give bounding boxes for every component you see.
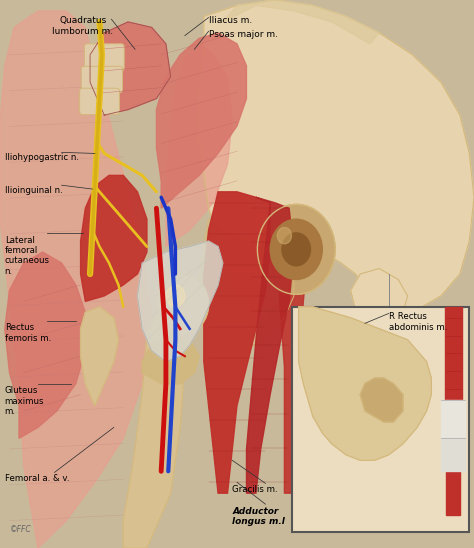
Text: ©FFC: ©FFC (9, 524, 31, 534)
Text: Femoral a. & v.: Femoral a. & v. (5, 474, 69, 483)
Polygon shape (142, 334, 199, 384)
Text: R Rectus
abdominis m.: R Rectus abdominis m. (389, 312, 447, 332)
Circle shape (156, 274, 209, 334)
Polygon shape (351, 269, 408, 315)
Text: Lateral
femoral
cutaneous
n.: Lateral femoral cutaneous n. (5, 236, 50, 276)
Polygon shape (156, 33, 246, 208)
Polygon shape (299, 307, 431, 460)
Polygon shape (441, 400, 465, 438)
Polygon shape (5, 252, 85, 438)
Circle shape (166, 285, 185, 307)
FancyBboxPatch shape (82, 66, 122, 93)
Circle shape (282, 233, 310, 266)
Polygon shape (81, 307, 118, 406)
FancyBboxPatch shape (80, 88, 119, 115)
Text: Rectus
femoris m.: Rectus femoris m. (5, 323, 51, 342)
Text: Iliohypogastric n.: Iliohypogastric n. (5, 153, 79, 162)
Circle shape (277, 227, 292, 244)
Polygon shape (223, 0, 379, 44)
Polygon shape (199, 0, 474, 318)
Bar (292, 307, 469, 532)
Text: Psoas major m.: Psoas major m. (209, 30, 278, 39)
Polygon shape (445, 307, 462, 400)
Polygon shape (246, 197, 294, 493)
Polygon shape (137, 241, 223, 362)
Text: Iliacus m.: Iliacus m. (209, 16, 252, 25)
Polygon shape (0, 11, 152, 548)
Circle shape (270, 219, 322, 279)
Polygon shape (441, 438, 465, 471)
Polygon shape (204, 192, 270, 493)
Polygon shape (90, 22, 171, 115)
Text: Gracilis m.: Gracilis m. (232, 485, 278, 494)
Text: Quadratus
lumborum m.: Quadratus lumborum m. (53, 16, 113, 36)
FancyBboxPatch shape (84, 44, 124, 71)
Circle shape (257, 204, 335, 294)
Polygon shape (280, 208, 308, 493)
Polygon shape (446, 471, 460, 515)
Polygon shape (360, 378, 403, 422)
Text: Gluteus
maximus
m.: Gluteus maximus m. (5, 386, 44, 416)
Polygon shape (123, 307, 185, 548)
Polygon shape (166, 44, 232, 247)
Polygon shape (81, 175, 147, 301)
Polygon shape (199, 219, 294, 351)
Text: Adductor
longus m.l: Adductor longus m.l (232, 507, 285, 526)
Text: Ilioinguinal n.: Ilioinguinal n. (5, 186, 63, 195)
